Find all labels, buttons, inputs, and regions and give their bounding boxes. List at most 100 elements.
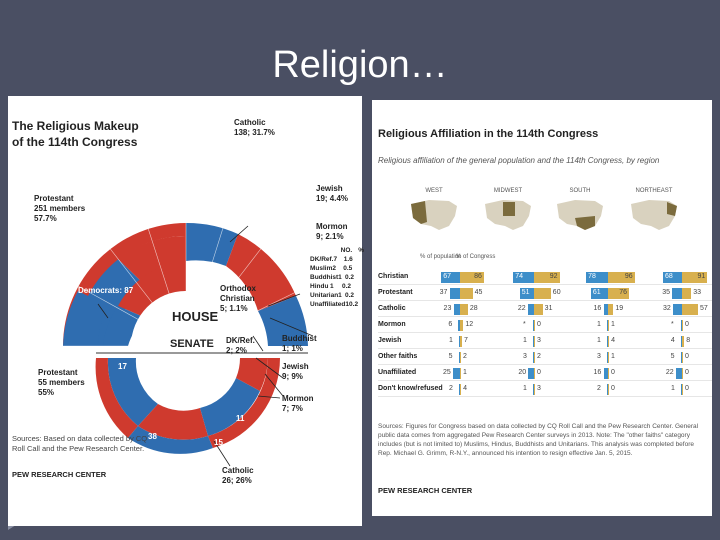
member-count: 1 <box>345 301 350 308</box>
population-bar <box>441 272 460 283</box>
population-bar <box>449 288 460 299</box>
label-orthodox: Orthodox Christian 5; 1.1% <box>220 284 256 313</box>
table-row: Unaffiliated 1 0.2 <box>310 300 358 309</box>
population-bar <box>603 304 608 315</box>
label-jewish-senate: Jewish 9; 9% <box>282 362 309 381</box>
congress-value: 33 <box>693 289 702 296</box>
member-percent: 0.2 <box>349 301 359 308</box>
congress-value: 0 <box>611 369 615 376</box>
region-cell: 22 0 <box>654 368 710 379</box>
region-name: NORTHEAST <box>635 188 673 194</box>
label-n38: 38 <box>148 432 157 441</box>
congress-bar <box>460 272 485 283</box>
congress-bar <box>608 272 635 283</box>
population-value: 1 <box>597 321 601 328</box>
table-row: Unaffiliated 25 1 20 0 16 0 22 0 <box>378 366 712 381</box>
congress-value: 2 <box>463 353 467 360</box>
congress-bar <box>534 336 535 347</box>
congress-value: 3 <box>537 385 541 392</box>
population-value: 3 <box>523 353 527 360</box>
congress-value: 76 <box>619 289 628 296</box>
congress-bar <box>534 288 551 299</box>
us-map-icon <box>631 200 677 230</box>
population-bar <box>603 368 608 379</box>
us-map-icon <box>485 200 531 230</box>
region-cell: 37 45 <box>432 288 488 299</box>
population-bar <box>533 384 534 395</box>
population-bar <box>681 384 682 395</box>
population-bar <box>519 288 534 299</box>
congress-bar <box>534 272 560 283</box>
senate-republican-arc-2 <box>236 358 268 391</box>
congress-value: 0 <box>685 353 689 360</box>
table-row: Buddhist 1 0.2 <box>310 273 354 282</box>
population-value: 68 <box>664 273 673 280</box>
right-panel-subtitle: Religious affiliation of the general pop… <box>378 156 660 165</box>
row-label: Other faiths <box>378 353 418 360</box>
congress-value: 0 <box>685 385 689 392</box>
region-map: SOUTH <box>550 188 610 250</box>
population-bar <box>590 288 608 299</box>
population-bar <box>672 288 682 299</box>
congress-value: 0 <box>537 321 541 328</box>
congress-bar <box>460 368 461 379</box>
population-bar <box>453 304 460 315</box>
congress-value: 4 <box>463 385 468 392</box>
region-map: MIDWEST <box>478 188 538 250</box>
congress-value: 19 <box>615 305 624 312</box>
congress-bar <box>460 288 473 299</box>
population-value: 1 <box>523 385 527 392</box>
senate-outer-republican-2 <box>208 358 280 448</box>
table-row: Protestant 37 45 51 60 61 76 35 33 <box>378 286 712 301</box>
population-value: 1 <box>449 337 453 344</box>
region-cell: 25 1 <box>432 368 488 379</box>
congress-bar <box>682 288 692 299</box>
left-brand: PEW RESEARCH CENTER <box>12 470 107 479</box>
region-cell: 32 57 <box>654 304 710 315</box>
senate-democrat-arc <box>107 358 158 426</box>
congress-bar <box>608 384 609 395</box>
congress-bar <box>682 384 683 395</box>
house-democrat-arc-top <box>186 222 238 266</box>
right-panel-title: Religious Affiliation in the 114th Congr… <box>378 128 599 140</box>
region-cell: 67 86 <box>432 272 488 283</box>
population-bar <box>527 304 534 315</box>
congress-bar <box>682 272 708 283</box>
label-catholic-senate: Catholic 26; 26% <box>222 466 254 485</box>
congress-bar <box>682 336 685 347</box>
table-row: NO. % <box>340 247 364 254</box>
senate-label: SENATE <box>170 338 214 350</box>
population-value: 35 <box>662 289 670 296</box>
region-cell: 68 91 <box>654 272 710 283</box>
congress-value: 31 <box>544 305 553 312</box>
house-democrat-arc-right <box>258 296 308 346</box>
congress-value: 91 <box>697 273 706 280</box>
label-mormon-senate: Mormon 7; 7% <box>282 394 314 413</box>
region-cell: 78 96 <box>580 272 636 283</box>
population-value: 3 <box>597 353 601 360</box>
population-value: 78 <box>588 273 596 280</box>
population-bar <box>680 336 682 347</box>
member-percent: 0.2 <box>344 292 354 299</box>
population-bar <box>607 320 608 331</box>
affiliation-panel: Religious Affiliation in the 114th Congr… <box>372 100 712 516</box>
population-bar <box>533 352 534 363</box>
population-bar <box>662 272 682 283</box>
member-percent: 0.5 <box>343 265 353 272</box>
region-cell: 16 19 <box>580 304 636 315</box>
population-value: 2 <box>449 385 453 392</box>
table-row: Mormon 6 12 * 0 1 1 * 0 <box>378 318 712 333</box>
right-notes: Sources: Figures for Congress based on d… <box>378 423 699 457</box>
population-bar <box>607 352 608 363</box>
senate-republican-arc <box>138 404 208 440</box>
member-count: 1 <box>338 292 342 299</box>
population-bar <box>681 320 682 331</box>
